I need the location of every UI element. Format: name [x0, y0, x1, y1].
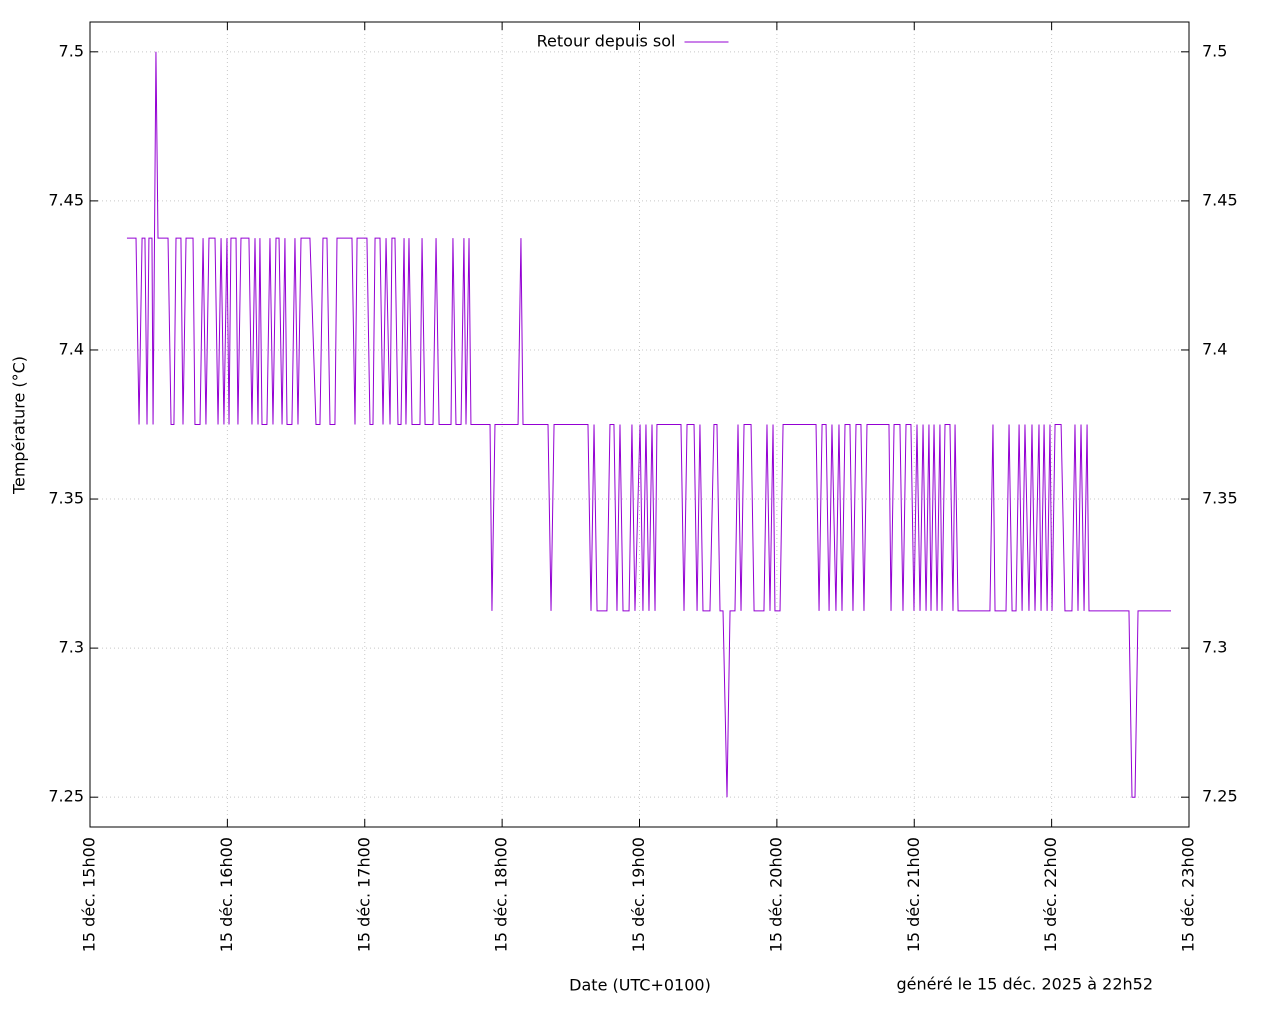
y2-tick-label: 7.45	[1202, 190, 1238, 209]
x-tick-label: 15 déc. 18h00	[492, 837, 511, 952]
y2-tick-label: 7.35	[1202, 489, 1238, 508]
plot-frame	[89, 21, 1190, 828]
y-tick-label: 7.4	[59, 339, 84, 358]
y2-tick-label: 7.25	[1202, 787, 1238, 806]
footnote: généré le 15 déc. 2025 à 22h52	[897, 975, 1153, 994]
x-tick-label: 15 déc. 21h00	[904, 837, 923, 952]
y-tick-label: 7.35	[48, 489, 84, 508]
y2-tick-label: 7.3	[1202, 638, 1227, 657]
x-tick-label: 15 déc. 22h00	[1041, 837, 1060, 952]
y-tick-label: 7.3	[59, 638, 84, 657]
y-axis-label: Température (°C)	[10, 356, 29, 495]
legend-label: Retour depuis sol	[537, 32, 676, 51]
x-tick-label: 15 déc. 23h00	[1179, 837, 1198, 952]
x-tick-label: 15 déc. 16h00	[217, 837, 236, 952]
data-line	[126, 51, 1171, 798]
x-tick-label: 15 déc. 15h00	[80, 837, 99, 952]
x-tick-label: 15 déc. 17h00	[354, 837, 373, 952]
x-tick-label: 15 déc. 20h00	[766, 837, 785, 952]
y2-tick-label: 7.5	[1202, 41, 1227, 60]
x-axis-label: Date (UTC+0100)	[569, 976, 711, 995]
y2-tick-label: 7.4	[1202, 339, 1227, 358]
x-tick-label: 15 déc. 19h00	[629, 837, 648, 952]
y-tick-label: 7.5	[59, 41, 84, 60]
y-tick-label: 7.45	[48, 190, 84, 209]
y-tick-label: 7.25	[48, 787, 84, 806]
